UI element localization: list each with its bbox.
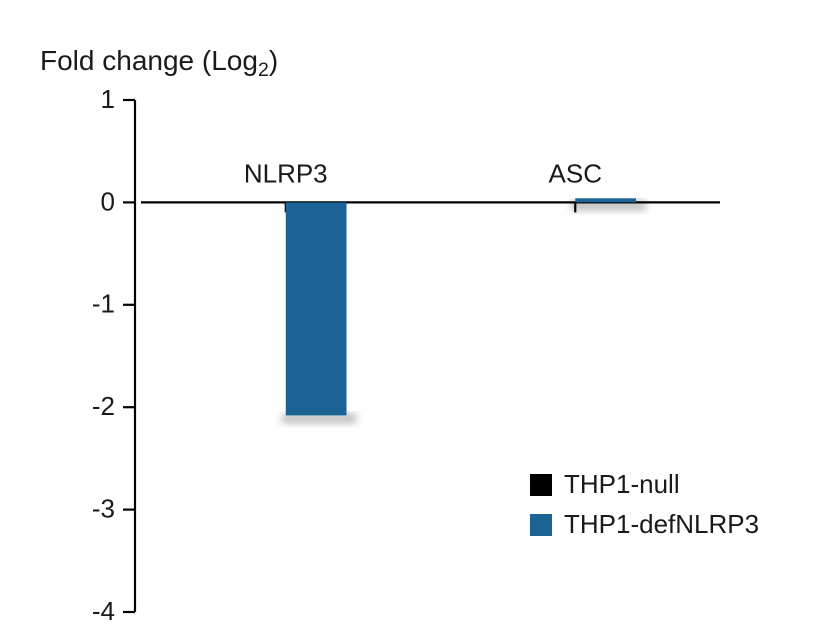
y-axis-title: Fold change (Log2) [40, 45, 278, 81]
legend-label: THP1-defNLRP3 [564, 509, 759, 539]
legend-swatch [530, 514, 552, 536]
category-label: NLRP3 [244, 158, 328, 188]
y-tick-label: 0 [101, 186, 115, 216]
y-tick-label: -3 [92, 493, 115, 523]
bar-chart: Fold change (Log2)1 0 -1 -2 -3 -4 NLRP3 ASC THP1… [0, 0, 814, 634]
chart-container: Fold change (Log2)1 0 -1 -2 -3 -4 NLRP3 ASC THP1… [0, 0, 814, 634]
bar [575, 198, 636, 202]
legend-label: THP1-null [564, 469, 680, 499]
plot-bg [0, 0, 814, 634]
y-tick-label: 1 [101, 84, 115, 114]
y-tick-label: -1 [92, 289, 115, 319]
legend-swatch [530, 474, 552, 496]
category-label: ASC [549, 158, 602, 188]
y-tick-label: -4 [92, 596, 115, 626]
bar [286, 202, 347, 415]
y-tick-label: -2 [92, 391, 115, 421]
